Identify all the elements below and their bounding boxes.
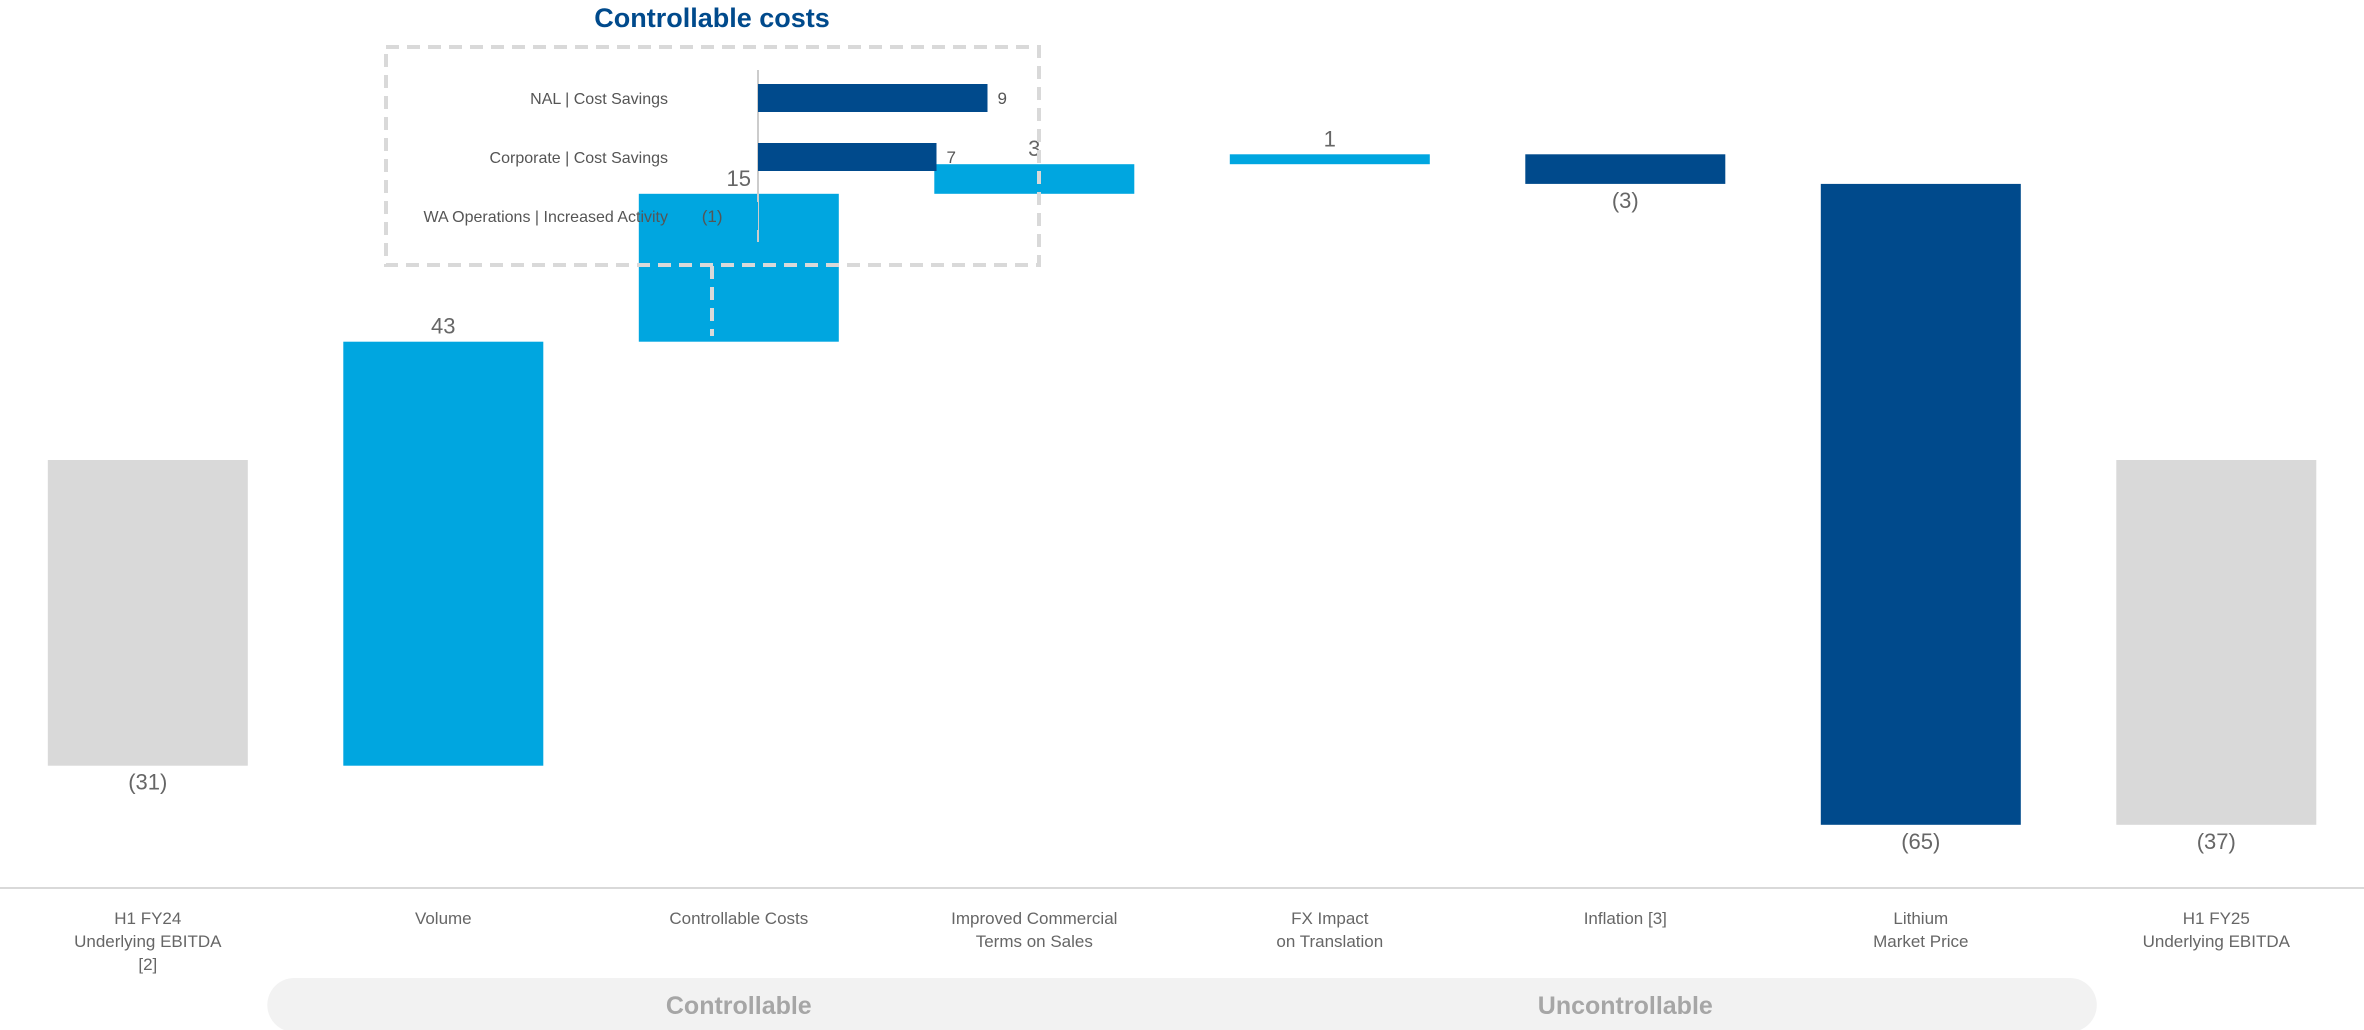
- main-bars: [47, 154, 2317, 825]
- inset-label-nal-cost-savings: NAL | Cost Savings: [530, 91, 668, 108]
- value-label-controllable-costs: 15: [727, 166, 751, 191]
- category-label-h1-fy24-underlying-ebitda: Underlying EBITDA: [74, 932, 222, 951]
- category-label-volume: Volume: [415, 909, 472, 928]
- group-pills: Controllable Uncontrollable: [267, 978, 2097, 1030]
- bar-h1-fy25-underlying-ebitda: [2116, 460, 2317, 825]
- group-label-controllable: Controllable: [666, 992, 812, 1020]
- category-label-h1-fy25-underlying-ebitda: H1 FY25: [2183, 909, 2250, 928]
- category-label-h1-fy24-underlying-ebitda: [2]: [138, 955, 157, 974]
- inset-bars: NAL | Cost Savings 9 Corporate | Cost Savi…: [423, 84, 1007, 230]
- inset-value-wa-operations-increased-activity: (1): [702, 207, 723, 226]
- value-label-inflation: (3): [1612, 188, 1639, 213]
- value-label-fx-impact-on-translation: 1: [1324, 126, 1336, 151]
- category-label-inflation: Inflation [3]: [1584, 909, 1667, 928]
- controllable-costs-inset: Controllable costs NAL | Cost Savings 9 Co…: [384, 3, 1041, 336]
- inset-value-corporate-cost-savings: 7: [947, 148, 956, 167]
- category-label-fx-impact-on-translation: FX Impact: [1291, 909, 1369, 928]
- category-label-fx-impact-on-translation: on Translation: [1276, 932, 1383, 951]
- inset-bar-wa-operations-increased-activity: [732, 202, 758, 230]
- category-labels: H1 FY24 Underlying EBITDA [2] Volume Control…: [74, 909, 2291, 974]
- category-label-h1-fy24-underlying-ebitda: H1 FY24: [114, 909, 181, 928]
- inset-label-corporate-cost-savings: Corporate | Cost Savings: [490, 150, 668, 167]
- inset-value-nal-cost-savings: 9: [998, 89, 1007, 108]
- inset-frame: [384, 45, 1041, 267]
- bar-improved-commercial-terms-on-sales: [934, 164, 1135, 194]
- group-pill-uncontrollable: [1153, 978, 2097, 1030]
- bar-lithium-market-price: [1820, 183, 2021, 825]
- bar-inflation: [1525, 154, 1726, 184]
- bar-volume: [343, 341, 544, 766]
- category-label-lithium-market-price: Lithium: [1893, 909, 1948, 928]
- value-label-h1-fy24-underlying-ebitda: (31): [128, 770, 167, 795]
- category-label-improved-commercial-terms-on-sales: Terms on Sales: [976, 932, 1093, 951]
- inset-label-wa-operations-increased-activity: WA Operations | Increased Activity: [423, 209, 668, 226]
- category-label-controllable-costs: Controllable Costs: [669, 909, 808, 928]
- bar-fx-impact-on-translation: [1229, 154, 1430, 165]
- category-label-lithium-market-price: Market Price: [1873, 932, 1968, 951]
- inset-bar-corporate-cost-savings: [758, 143, 937, 171]
- value-label-lithium-market-price: (65): [1901, 829, 1940, 854]
- inset-bar-nal-cost-savings: [758, 84, 988, 112]
- inset-title: Controllable costs: [594, 3, 830, 33]
- category-label-improved-commercial-terms-on-sales: Improved Commercial: [951, 909, 1117, 928]
- group-pill-controllable: [267, 978, 1211, 1030]
- value-label-h1-fy25-underlying-ebitda: (37): [2197, 829, 2236, 854]
- bar-h1-fy24-underlying-ebitda: [47, 460, 248, 766]
- value-label-volume: 43: [431, 314, 455, 339]
- group-label-uncontrollable: Uncontrollable: [1538, 992, 1713, 1020]
- category-label-h1-fy25-underlying-ebitda: Underlying EBITDA: [2143, 932, 2291, 951]
